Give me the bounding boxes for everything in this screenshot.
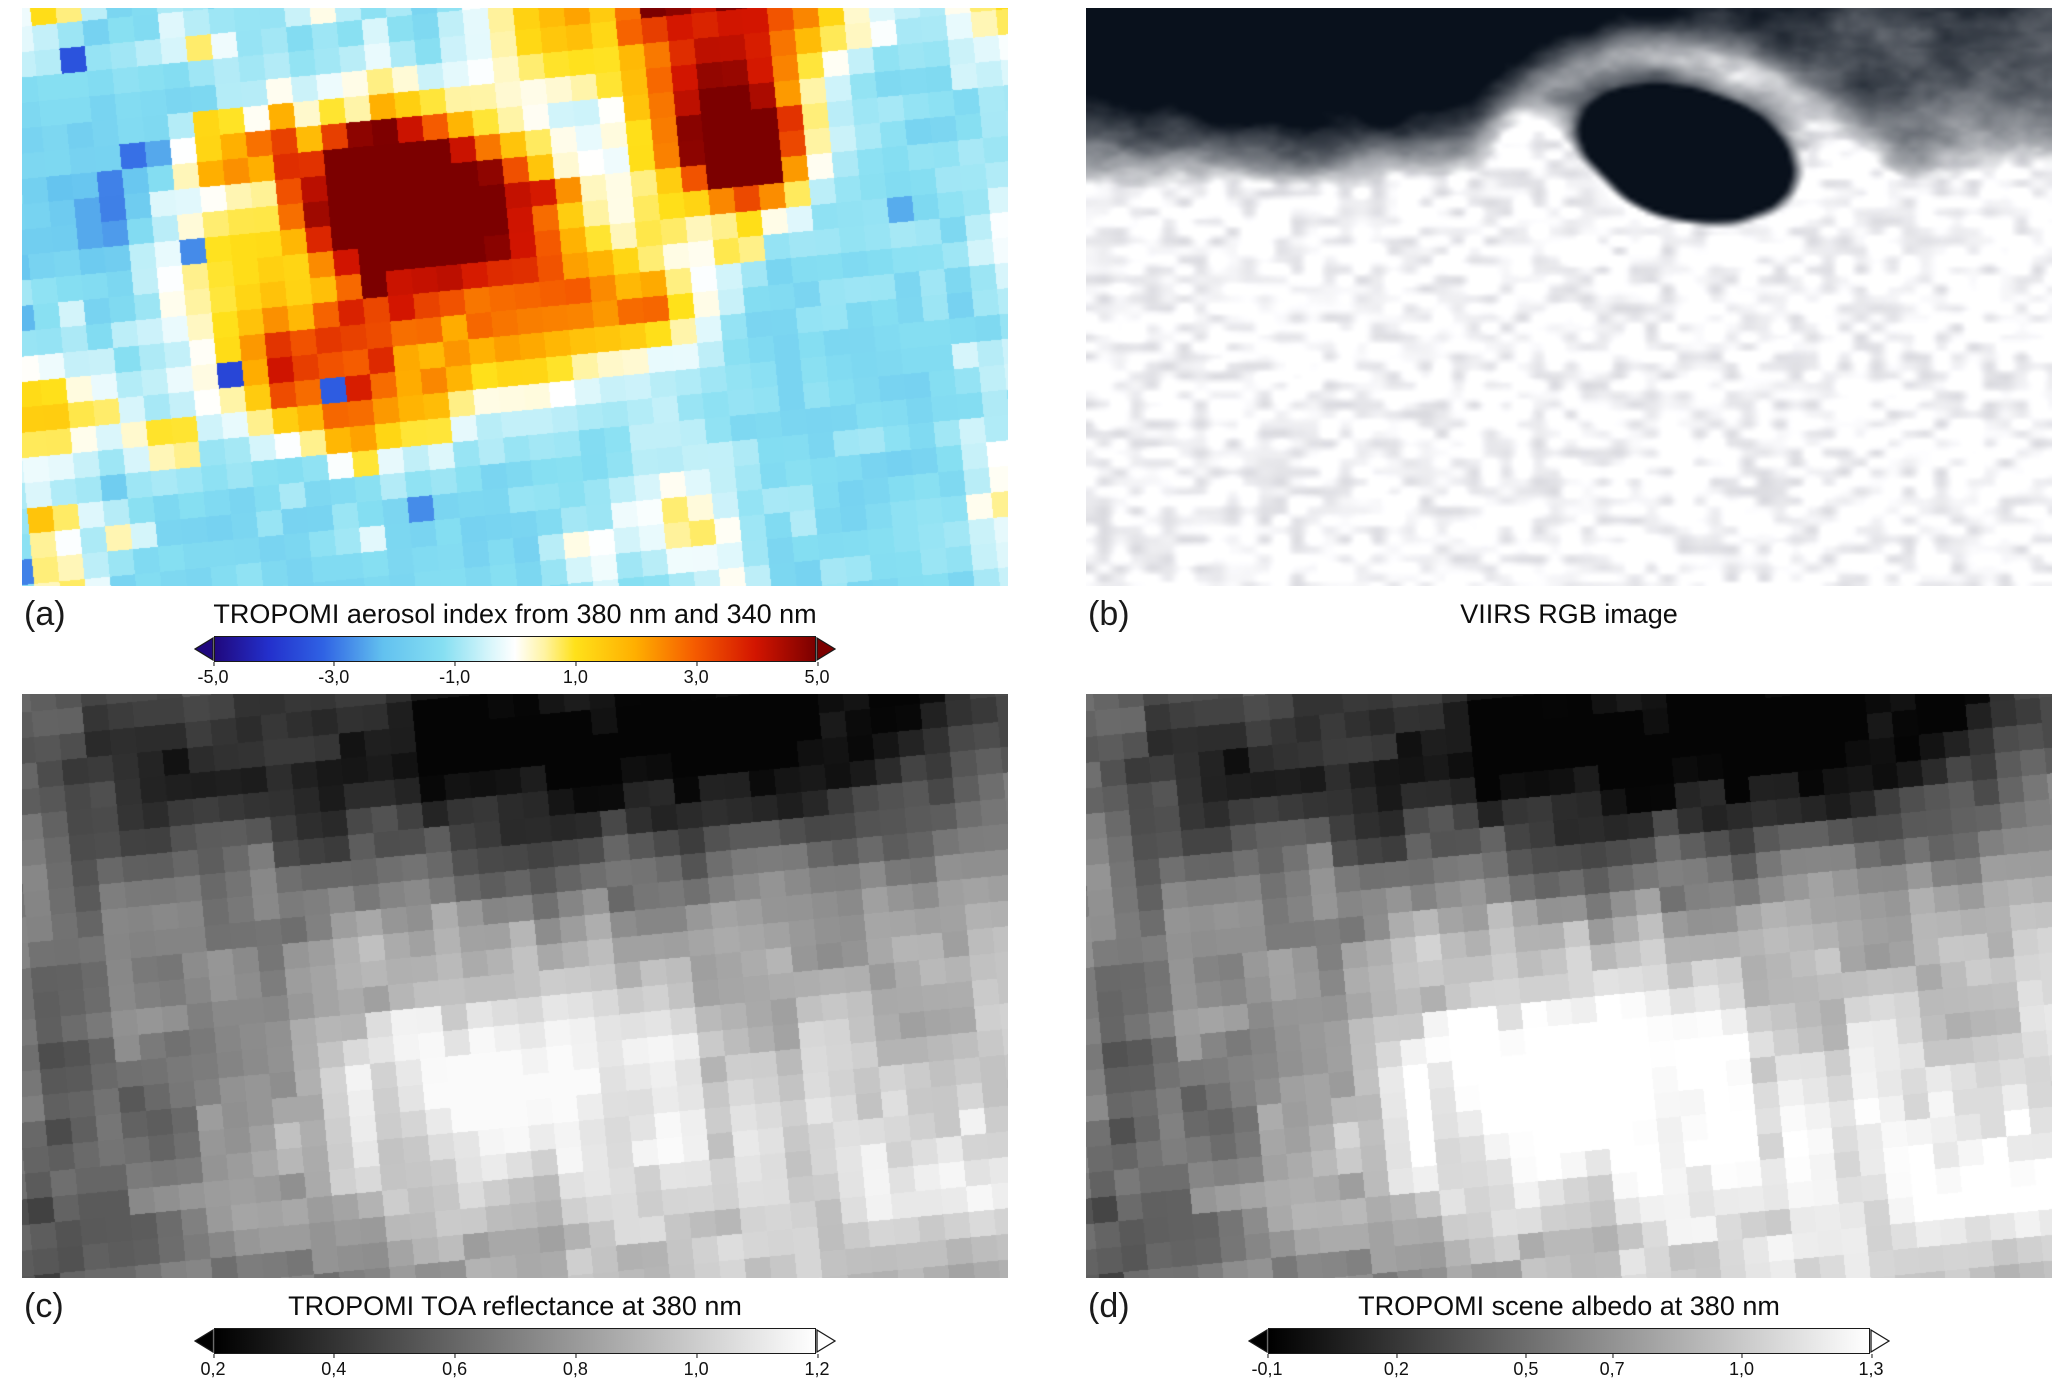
aerosol-index-heatmap	[22, 8, 1008, 586]
colorbar-c: 0,2 0,4 0,6 0,8 1,0 1,2	[194, 1328, 836, 1382]
colorbar-c-tick-label: 1,2	[804, 1354, 830, 1379]
colorbar-a: -5,0 -3,0 -1,0 1,0 3,0 5,0	[194, 636, 836, 690]
colorbar-d: -0,1 0,2 0,5 0,7 1,0 1,3	[1248, 1328, 1890, 1382]
panel-a-caption: TROPOMI aerosol index from 380 nm and 34…	[213, 599, 817, 629]
panel-c-caption-row: (c) TROPOMI TOA reflectance at 380 nm	[22, 1284, 1008, 1328]
colorbar-d-ticks: -0,1 0,2 0,5 0,7 1,0 1,3	[1251, 1354, 1884, 1382]
panel-c-caption: TROPOMI TOA reflectance at 380 nm	[288, 1291, 742, 1321]
colorbar-a-tick-label: 5,0	[804, 662, 830, 687]
colorbar-a-tick-label: 1,0	[562, 662, 588, 687]
colorbar-a-right-arrow-icon	[816, 636, 836, 662]
colorbar-c-left-arrow-icon	[194, 1328, 214, 1354]
panel-b-viirs-rgb: (b) VIIRS RGB image	[1086, 8, 2052, 636]
colorbar-d-tick-label: 0,2	[1383, 1354, 1409, 1379]
colorbar-c-tick-label: 0,4	[321, 1354, 347, 1379]
colorbar-a-left-arrow-icon	[194, 636, 214, 662]
panel-b-caption: VIIRS RGB image	[1460, 599, 1678, 629]
panel-b-caption-row: (b) VIIRS RGB image	[1086, 592, 2052, 636]
panel-d-caption: TROPOMI scene albedo at 380 nm	[1358, 1291, 1780, 1321]
colorbar-c-tick-label: 0,6	[442, 1354, 468, 1379]
colorbar-c-ticks: 0,2 0,4 0,6 0,8 1,0 1,2	[200, 1354, 830, 1382]
colorbar-d-tick-label: 0,7	[1599, 1354, 1625, 1379]
colorbar-a-gradient	[214, 636, 816, 662]
colorbar-d-tick-label: 0,5	[1513, 1354, 1539, 1379]
panel-d-label: (d)	[1088, 1287, 1130, 1325]
colorbar-c-gradient	[214, 1328, 816, 1354]
panel-c-label: (c)	[24, 1287, 64, 1325]
colorbar-c-tick-label: 0,2	[200, 1354, 226, 1379]
panel-a-caption-row: (a) TROPOMI aerosol index from 380 nm an…	[22, 592, 1008, 636]
colorbar-a-ticks: -5,0 -3,0 -1,0 1,0 3,0 5,0	[197, 662, 830, 690]
panel-d-caption-row: (d) TROPOMI scene albedo at 380 nm	[1086, 1284, 2052, 1328]
colorbar-d-tick-label: 1,0	[1729, 1354, 1755, 1379]
colorbar-c-tick-label: 0,8	[562, 1354, 588, 1379]
colorbar-a-tick-label: -1,0	[439, 662, 471, 687]
colorbar-a-tick-label: -3,0	[318, 662, 350, 687]
panel-a-aerosol-index: (a) TROPOMI aerosol index from 380 nm an…	[22, 8, 1008, 690]
colorbar-d-right-arrow-icon	[1870, 1328, 1890, 1354]
scene-albedo-heatmap	[1086, 694, 2052, 1278]
colorbar-a-tick-label: -5,0	[197, 662, 229, 687]
colorbar-d-tick-label: 1,3	[1858, 1354, 1884, 1379]
colorbar-d-left-arrow-icon	[1248, 1328, 1268, 1354]
panel-d-scene-albedo: (d) TROPOMI scene albedo at 380 nm -0,1 0…	[1086, 694, 2052, 1382]
colorbar-c-right-arrow-icon	[816, 1328, 836, 1354]
panel-c-toa-reflectance: (c) TROPOMI TOA reflectance at 380 nm 0,…	[22, 694, 1008, 1382]
panel-a-label: (a)	[24, 595, 66, 633]
toa-reflectance-heatmap	[22, 694, 1008, 1278]
colorbar-d-tick-label: -0,1	[1251, 1354, 1283, 1379]
colorbar-a-tick-label: 3,0	[683, 662, 709, 687]
panel-b-label: (b)	[1088, 595, 1130, 633]
colorbar-d-gradient	[1268, 1328, 1870, 1354]
colorbar-c-tick-label: 1,0	[683, 1354, 709, 1379]
viirs-rgb-image	[1086, 8, 2052, 586]
